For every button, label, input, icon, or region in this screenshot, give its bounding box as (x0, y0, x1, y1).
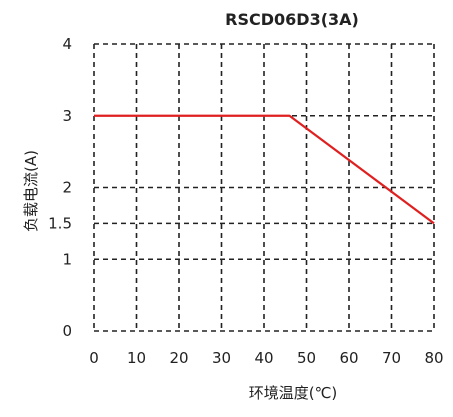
x-tick-label: 70 (382, 349, 401, 367)
series-layer (94, 114, 435, 225)
grid (93, 43, 435, 332)
x-tick-label: 0 (89, 349, 99, 367)
y-tick-label: 4 (62, 35, 72, 53)
y-tick-label: 1 (62, 250, 72, 268)
y-tick-label: 1.5 (48, 214, 72, 232)
y-tick-label: 3 (62, 107, 72, 125)
x-tick-label: 10 (127, 349, 146, 367)
y-axis-ticks: 0 1 1.5 2 3 4 (48, 35, 72, 340)
x-axis-ticks: 0 10 20 30 40 50 60 70 80 (89, 349, 443, 367)
x-tick-label: 60 (339, 349, 358, 367)
x-tick-label: 50 (297, 349, 316, 367)
y-tick-label: 0 (62, 322, 72, 340)
series-line (94, 114, 435, 225)
x-tick-label: 40 (254, 349, 273, 367)
x-axis-label: 环境温度(℃) (249, 384, 338, 402)
x-tick-label: 30 (212, 349, 231, 367)
y-axis-label: 负载电流(A) (22, 150, 40, 232)
chart-title: RSCD06D3(3A) (225, 10, 359, 29)
x-tick-label: 80 (424, 349, 443, 367)
x-tick-label: 20 (169, 349, 188, 367)
y-tick-label: 2 (62, 179, 72, 197)
